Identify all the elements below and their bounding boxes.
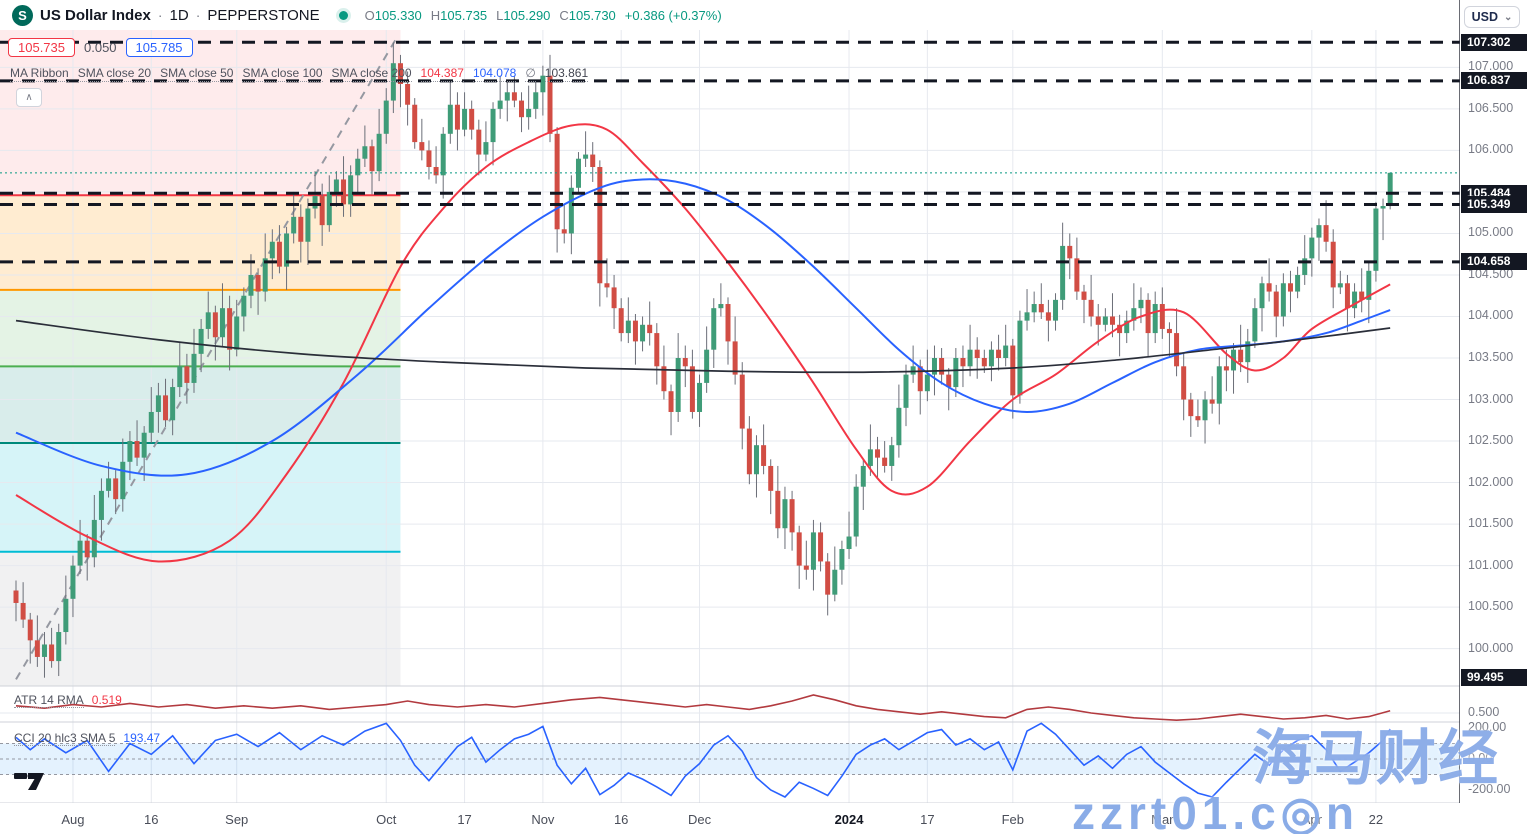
time-axis-label: 17 bbox=[920, 812, 935, 827]
currency-label: USD bbox=[1471, 10, 1498, 24]
ma-line-sma50[interactable] bbox=[15, 178, 1391, 477]
level-price-label: 106.837 bbox=[1461, 72, 1527, 90]
price-axis-tick: 106.000 bbox=[1468, 142, 1514, 157]
time-axis-label: 22 bbox=[1368, 812, 1384, 827]
fib-band bbox=[0, 195, 401, 290]
tradingview-logo[interactable] bbox=[14, 770, 44, 795]
atr-value: 0.519 bbox=[91, 693, 122, 707]
indicator-param: SMA close 20 bbox=[77, 66, 152, 82]
price-axis-tick: 103.000 bbox=[1468, 391, 1514, 406]
fib-band bbox=[0, 30, 401, 196]
collapse-legend-button[interactable]: ∧ bbox=[16, 88, 42, 107]
price-axis-tick: 105.000 bbox=[1468, 225, 1514, 240]
chevron-down-icon: ⌄ bbox=[1504, 11, 1513, 23]
spread-value: 0.050 bbox=[84, 40, 117, 55]
price-axis-tick: 101.000 bbox=[1468, 557, 1514, 572]
symbol-name[interactable]: US Dollar Index bbox=[40, 6, 151, 24]
time-axis-label: Sep bbox=[225, 812, 249, 827]
cci-value: 193.47 bbox=[123, 731, 161, 745]
provider-label[interactable]: PEPPERSTONE bbox=[207, 6, 320, 24]
price-axis-tick: 106.500 bbox=[1468, 100, 1514, 115]
indicator-param: SMA close 100 bbox=[242, 66, 323, 82]
trendline[interactable] bbox=[15, 36, 398, 680]
separator-dot: · bbox=[195, 7, 201, 23]
ma-line-sma200[interactable] bbox=[15, 319, 1391, 374]
symbol-logo[interactable]: S bbox=[12, 4, 33, 26]
cci-line[interactable] bbox=[15, 722, 1391, 798]
low-label: L bbox=[496, 7, 504, 23]
sma20-value: 104.387 bbox=[420, 66, 464, 82]
time-axis-label: Nov bbox=[531, 812, 555, 827]
cci-axis-tick: -200.00 bbox=[1468, 782, 1511, 796]
ma-line-sma20[interactable] bbox=[15, 123, 1391, 563]
time-axis-label: 16 bbox=[613, 812, 629, 827]
time-axis-label: Aug bbox=[61, 812, 85, 827]
close-label: C bbox=[559, 7, 569, 23]
price-axis-tick: 107.000 bbox=[1468, 59, 1514, 74]
high-value: 105.735 bbox=[440, 7, 488, 23]
price-axis[interactable]: 107.000106.500106.000105.500105.000104.5… bbox=[1460, 0, 1528, 803]
atr-line[interactable] bbox=[15, 694, 1391, 722]
time-axis-label: 16 bbox=[144, 812, 159, 827]
sma200-value: 103.861 bbox=[544, 66, 589, 82]
time-axis-label: Apr bbox=[1301, 812, 1322, 827]
chevron-up-icon: ∧ bbox=[25, 92, 33, 103]
fib-band bbox=[0, 289, 401, 367]
price-axis-tick: 104.500 bbox=[1468, 266, 1514, 281]
price-axis-tick: 102.000 bbox=[1468, 474, 1514, 489]
change-value: +0.386 (+0.37%) bbox=[624, 7, 722, 23]
indicator-param: SMA close 50 bbox=[160, 66, 234, 82]
symbol-header: S US Dollar Index · 1D · PEPPERSTONE O10… bbox=[0, 0, 1460, 30]
cci-axis-tick: 0.00 bbox=[1468, 751, 1493, 765]
price-axis-tick: 102.500 bbox=[1468, 433, 1514, 448]
open-value: 105.330 bbox=[374, 7, 422, 23]
fib-band bbox=[0, 442, 401, 552]
target-price-label[interactable]: 105.785 bbox=[125, 38, 193, 57]
price-level-widget: 105.735 0.050 105.785 bbox=[8, 38, 193, 57]
atr-title: ATR 14 RMA bbox=[14, 693, 84, 708]
level-price-label: 104.658 bbox=[1461, 253, 1527, 271]
high-label: H bbox=[430, 7, 441, 23]
time-axis-label: Feb bbox=[1001, 812, 1024, 827]
price-axis-tick: 100.000 bbox=[1468, 640, 1514, 655]
ohlc-readout: O105.330 H105.735 L105.290 C105.730 +0.3… bbox=[365, 8, 722, 23]
time-axis-label: 17 bbox=[457, 812, 472, 827]
cci-band bbox=[0, 743, 1460, 775]
atr-legend[interactable]: ATR 14 RMA 0.519 bbox=[14, 693, 122, 708]
price-axis-tick: 104.000 bbox=[1468, 308, 1514, 323]
cci-legend[interactable]: CCI 20 hlc3 SMA 5 193.47 bbox=[14, 731, 160, 746]
atr-axis-tick: 0.500 bbox=[1468, 705, 1500, 719]
market-status-icon bbox=[338, 10, 348, 20]
fib-band bbox=[0, 551, 401, 686]
separator-dot: · bbox=[157, 7, 163, 23]
indicator-title: MA Ribbon bbox=[10, 66, 69, 82]
cci-axis-tick: 200.00 bbox=[1468, 720, 1507, 734]
level-price-label: 99.495 bbox=[1461, 668, 1527, 686]
currency-selector[interactable]: USD ⌄ bbox=[1464, 6, 1520, 28]
timeframe-label[interactable]: 1D bbox=[169, 6, 189, 24]
open-label: O bbox=[364, 7, 375, 23]
sma100-value: ∅ bbox=[525, 66, 536, 82]
candlestick-series bbox=[13, 42, 1393, 678]
time-axis-label: Mar bbox=[1151, 812, 1174, 827]
price-axis-tick: 100.500 bbox=[1468, 599, 1514, 614]
sma50-value: 104.078 bbox=[472, 66, 517, 82]
low-value: 105.290 bbox=[503, 7, 551, 23]
price-axis-tick: 103.500 bbox=[1468, 350, 1514, 364]
time-axis-label: Oct bbox=[376, 812, 397, 827]
fib-band bbox=[0, 366, 401, 443]
price-axis-tick: 101.500 bbox=[1468, 516, 1514, 531]
level-price-label: 105.349 bbox=[1461, 195, 1527, 213]
stop-price-label[interactable]: 105.735 bbox=[8, 38, 75, 57]
ma-ribbon-legend[interactable]: MA Ribbon SMA close 20 SMA close 50 SMA … bbox=[10, 66, 589, 82]
cci-title: CCI 20 hlc3 SMA 5 bbox=[14, 731, 116, 746]
time-axis[interactable]: Aug 16 Sep Oct 17 Nov 16 Dec 2024 17 Feb Mar Apr 22 bbox=[0, 803, 1528, 834]
time-axis-label: 2024 bbox=[834, 812, 864, 827]
indicator-param: SMA close 200 bbox=[331, 66, 412, 82]
time-axis-label: Dec bbox=[687, 812, 712, 827]
close-value: 105.730 bbox=[568, 7, 616, 23]
level-price-label: 107.302 bbox=[1461, 33, 1527, 51]
